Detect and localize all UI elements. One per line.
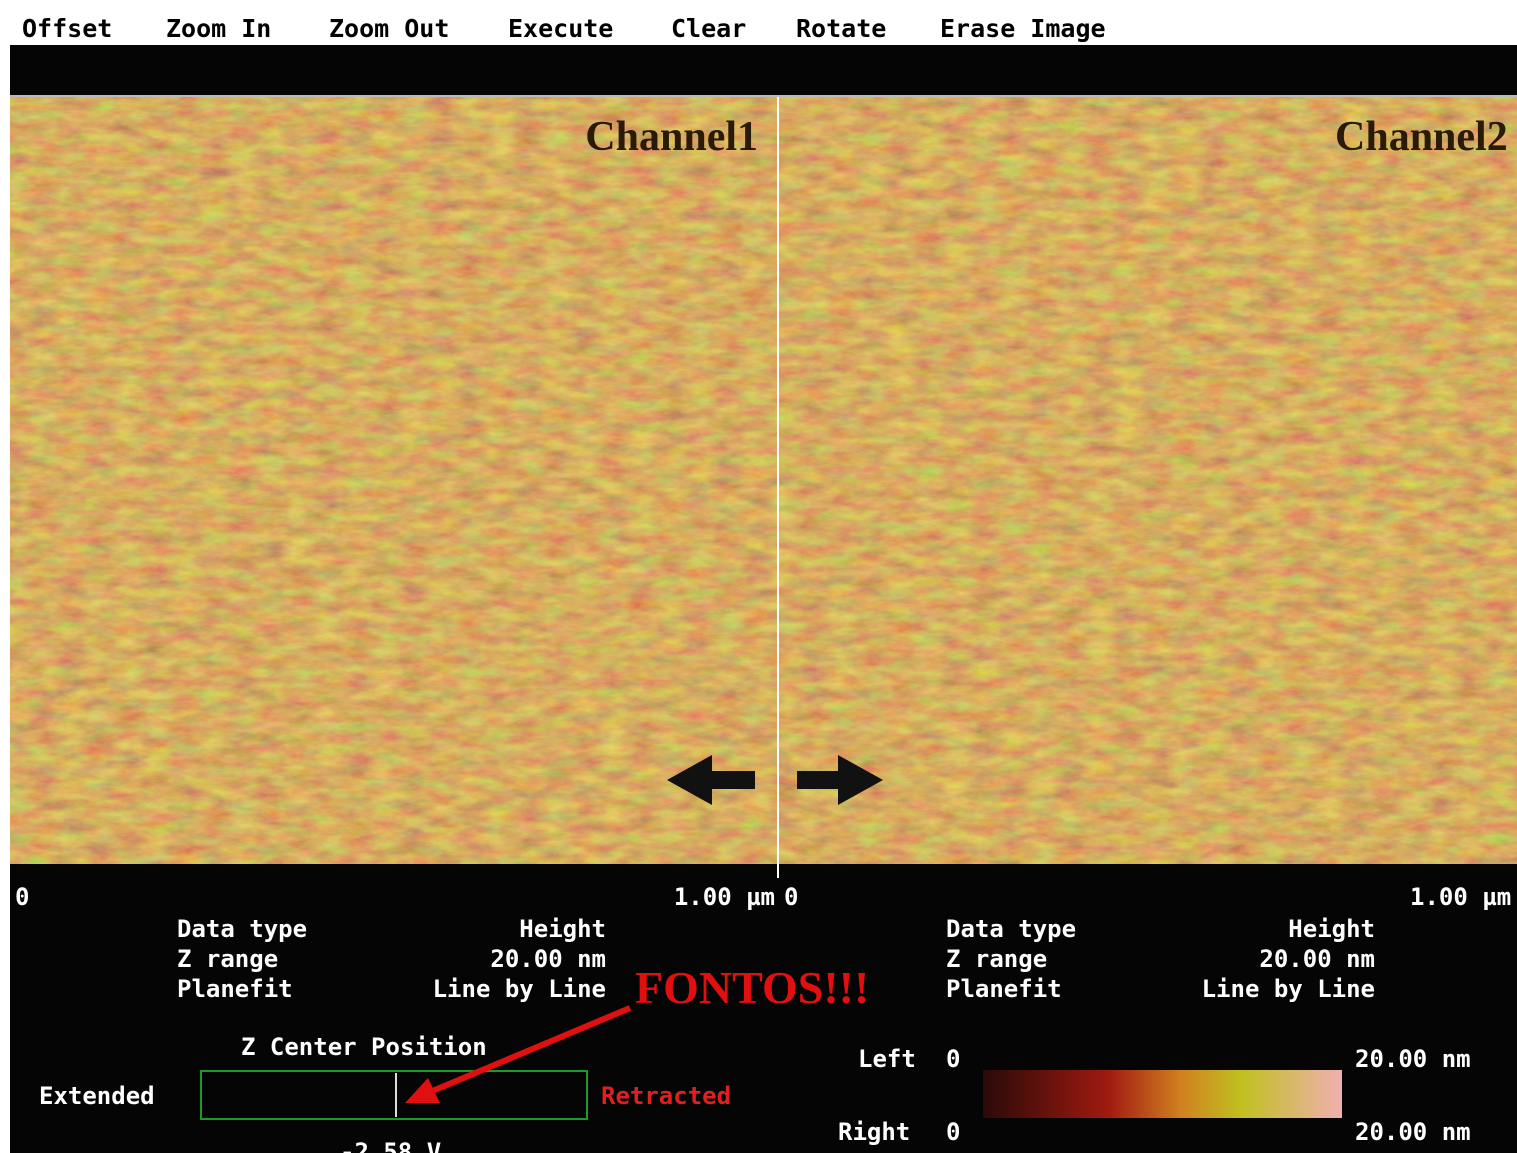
z-retracted-label: Retracted (601, 1082, 731, 1110)
axis-label: 0 (784, 883, 798, 911)
scale-value: 0 (946, 1045, 960, 1073)
info-label: Data type (177, 915, 307, 943)
info-label: Planefit (946, 975, 1062, 1003)
info-label: Data type (946, 915, 1076, 943)
menu-item[interactable]: Clear (671, 14, 746, 43)
scale-max: 20.00 nm (1355, 1118, 1471, 1146)
scale-value: 0 (946, 1118, 960, 1146)
z-value: -2.58 V (340, 1138, 441, 1153)
page: html, body { margin: 0; padding: 0; widt… (0, 0, 1517, 1153)
menu-item[interactable]: Zoom In (166, 14, 271, 43)
info-label: Z range (177, 945, 278, 973)
info-value: 20.00 nm (490, 945, 606, 973)
color-scale (983, 1070, 1342, 1118)
menu-item[interactable]: Offset (22, 14, 112, 43)
channel-title: Channel1 (585, 114, 758, 160)
axis-label: 1.00 µm (1410, 883, 1511, 911)
channel-image (10, 97, 777, 864)
menu-item[interactable]: Execute (508, 14, 613, 43)
scale-label: Left (858, 1045, 916, 1073)
z-extended-label: Extended (39, 1082, 155, 1110)
channel-image (779, 97, 1517, 864)
info-value: Height (1288, 915, 1375, 943)
z-center-title: Z Center Position (241, 1033, 487, 1061)
menu-item[interactable]: Rotate (796, 14, 886, 43)
scale-max: 20.00 nm (1355, 1045, 1471, 1073)
scale-label: Right (838, 1118, 910, 1146)
info-value: 20.00 nm (1259, 945, 1375, 973)
info-value: Height (519, 915, 606, 943)
channel-title: Channel2 (1335, 114, 1508, 160)
info-label: Z range (946, 945, 1047, 973)
separator (10, 95, 1517, 97)
body: {"menu": ["Offset", "Zoom In", "Zoom Out… (0, 0, 1517, 1153)
menu-item[interactable]: Erase Image (940, 14, 1106, 43)
info-label: Planefit (177, 975, 293, 1003)
axis-label: 0 (15, 883, 29, 911)
menu-item[interactable]: Zoom Out (329, 14, 449, 43)
info-value: Line by Line (1202, 975, 1375, 1003)
axis-label: 1.00 µm (674, 883, 775, 911)
annotation: FONTOS!!! (635, 962, 869, 1013)
screen: Offset Zoom In Zoom Out Execute Clear Ro… (0, 0, 1517, 1153)
info-value: Line by Line (433, 975, 606, 1003)
